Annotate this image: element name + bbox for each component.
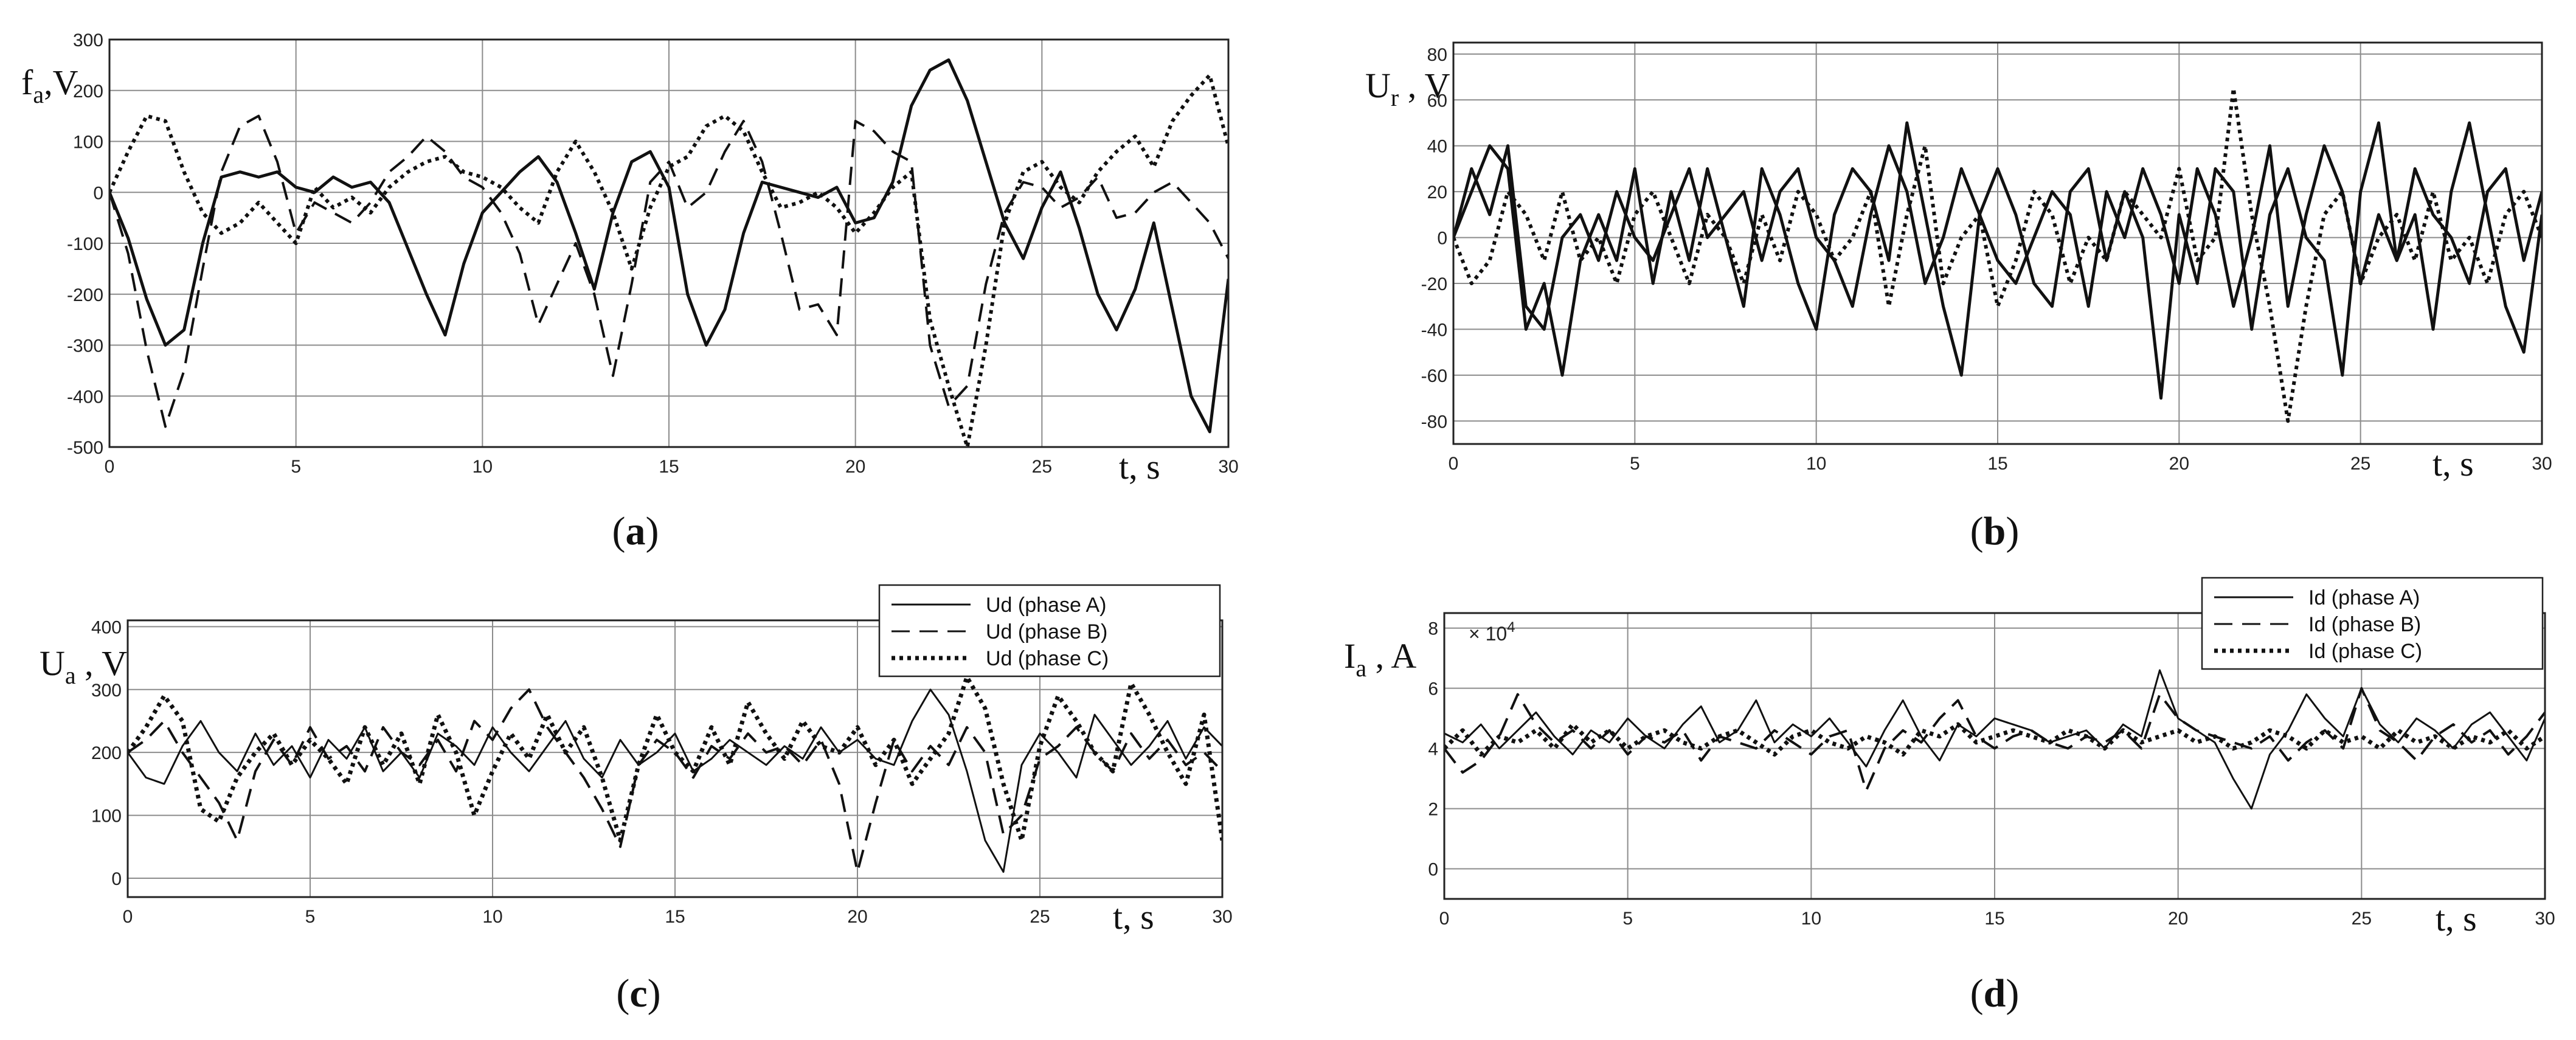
y-tick-label: 0 (111, 869, 122, 889)
y-tick-label: 400 (91, 617, 122, 637)
series-line-1 (1453, 121, 2542, 400)
x-tick-label: 10 (473, 457, 493, 477)
y-tick-label: -300 (67, 336, 103, 356)
x-tick-label: 0 (1439, 909, 1450, 929)
y-tick-label: 0 (1437, 229, 1447, 249)
chart-panel-d: 0 5 10 15 20 25 30 0 2 4 6 8 Ia , A t, s × 104 Id (phas… (1344, 577, 2555, 1016)
y-tick-label: 300 (73, 30, 103, 50)
plot-frame (1452, 41, 2543, 445)
x-tick-label: 5 (291, 457, 301, 477)
y-tick-label: -200 (67, 285, 103, 305)
legend: Ud (phase A) Ud (phase B) Ud (phase C) (878, 584, 1221, 678)
y-tick-label: -100 (67, 234, 103, 254)
x-tick-label: 30 (2532, 454, 2552, 474)
y-tick-label: 2 (1428, 800, 1438, 820)
x-tick-label: 0 (1449, 454, 1459, 474)
x-tick-label: 5 (1622, 909, 1633, 929)
y-tick-label: 80 (1427, 45, 1447, 65)
series-line-1 (109, 58, 1228, 434)
y-axis-label: Ua , V (40, 643, 127, 689)
series-line-1 (128, 688, 1222, 873)
x-tick-label: 10 (482, 907, 502, 927)
plot-frame (108, 38, 1230, 448)
x-axis-label: t, s (1113, 897, 1154, 937)
x-axis-label: t, s (1119, 447, 1160, 487)
x-tick-label: 25 (1032, 457, 1052, 477)
x-tick-label: 15 (659, 457, 679, 477)
y-tick-label: 300 (91, 681, 122, 701)
x-tick-label: 30 (2535, 909, 2555, 929)
x-tick-label: 30 (1218, 457, 1238, 477)
series-line-3 (128, 674, 1222, 843)
x-tick-label: 25 (2352, 909, 2372, 929)
x-axis-label: t, s (2432, 444, 2474, 484)
x-tick-label: 20 (2168, 909, 2188, 929)
y-tick-label: 0 (93, 183, 103, 203)
plot-frame (1443, 612, 2546, 900)
legend-label: Id (phase B) (2308, 613, 2421, 636)
x-tick-label: 10 (1806, 454, 1826, 474)
y-tick-label: 8 (1428, 619, 1438, 639)
x-tick-label: 15 (1984, 909, 2004, 929)
x-tick-label: 25 (2350, 454, 2370, 474)
legend: Id (phase A) Id (phase B) Id (phase C) (2201, 577, 2544, 670)
legend-label: Id (phase C) (2308, 640, 2422, 663)
y-tick-label: 0 (1428, 860, 1438, 880)
x-tick-label: 30 (1212, 907, 1232, 927)
x-tick-label: 0 (105, 457, 115, 477)
y-tick-label: 200 (91, 743, 122, 763)
y-tick-label: -60 (1421, 366, 1447, 386)
legend-label: Ud (phase B) (986, 620, 1107, 643)
x-tick-label: 20 (845, 457, 865, 477)
x-tick-label: 10 (1801, 909, 1821, 929)
y-tick-label: 60 (1427, 91, 1447, 111)
x-tick-label: 15 (1987, 454, 2007, 474)
panel-caption: (d) (1970, 971, 2020, 1016)
x-tick-label: 5 (305, 907, 316, 927)
series-line-3 (109, 73, 1228, 447)
x-tick-label: 20 (847, 907, 867, 927)
legend-label: Id (phase A) (2308, 586, 2420, 609)
series-line-2 (1444, 687, 2545, 792)
y-axis-label: fa,V (21, 63, 78, 108)
exponent-label: × 104 (1469, 619, 1515, 645)
y-tick-label: 4 (1428, 740, 1438, 760)
x-tick-label: 15 (665, 907, 685, 927)
plot-frame (126, 619, 1224, 898)
x-tick-label: 0 (123, 907, 133, 927)
y-tick-label: -500 (67, 438, 103, 458)
y-tick-label: 20 (1427, 182, 1447, 203)
series-line-2 (109, 114, 1228, 428)
y-axis-label: Ia , A (1344, 636, 1416, 682)
y-tick-label: 100 (91, 806, 122, 827)
series-line-3 (1453, 86, 2542, 423)
chart-panel-a: 0 5 10 15 20 25 30 -500 -400 -300 -200 -100 0 100 200 3… (21, 30, 1239, 553)
x-tick-label: 20 (2169, 454, 2189, 474)
legend-label: Ud (phase C) (986, 647, 1109, 670)
series-line-2 (128, 688, 1222, 873)
panel-caption: (a) (612, 509, 659, 553)
y-tick-label: -40 (1421, 320, 1447, 340)
panel-caption: (b) (1970, 509, 2020, 553)
x-tick-label: 25 (1030, 907, 1050, 927)
y-tick-label: -20 (1421, 274, 1447, 294)
y-tick-label: -400 (67, 387, 103, 407)
y-axis-label: Ur , V (1365, 66, 1450, 111)
x-tick-label: 5 (1630, 454, 1640, 474)
y-tick-label: 100 (73, 133, 103, 153)
y-tick-label: 40 (1427, 137, 1447, 157)
panel-caption: (c) (616, 971, 660, 1016)
y-tick-label: 200 (73, 81, 103, 102)
y-tick-label: -80 (1421, 412, 1447, 432)
x-axis-label: t, s (2436, 899, 2477, 938)
y-tick-label: 6 (1428, 679, 1438, 699)
legend-label: Ud (phase A) (986, 594, 1106, 617)
